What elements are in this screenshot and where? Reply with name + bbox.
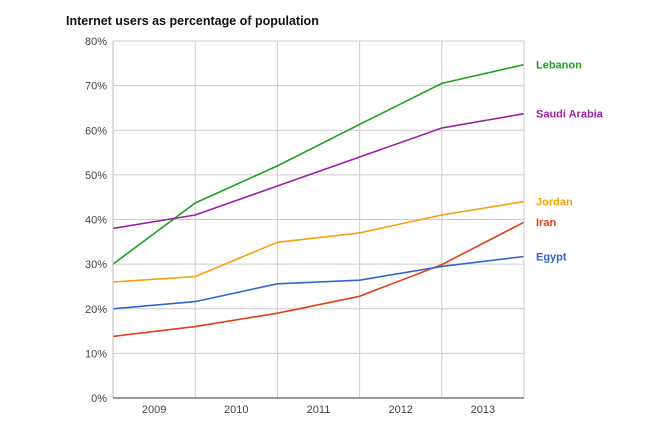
series-label: Lebanon	[536, 60, 582, 72]
x-tick-label: 2009	[142, 404, 166, 416]
x-tick-label: 2011	[307, 404, 331, 416]
y-tick-label: 10%	[85, 348, 107, 360]
x-tick-label: 2012	[388, 404, 412, 416]
y-tick-label: 20%	[85, 304, 107, 316]
y-tick-label: 80%	[85, 36, 107, 48]
series-line	[112, 63, 525, 265]
chart-title: Internet users as percentage of populati…	[66, 14, 319, 28]
series-line	[112, 112, 525, 230]
y-tick-label: 30%	[85, 259, 107, 271]
series-line	[112, 255, 525, 310]
y-tick-label: 50%	[85, 170, 107, 182]
y-tick-label: 60%	[85, 125, 107, 137]
series-label: Saudi Arabia	[536, 109, 604, 121]
series-label: Jordan	[536, 197, 573, 209]
y-tick-label: 0%	[91, 393, 107, 405]
series-line	[112, 200, 525, 283]
series-label: Egypt	[536, 252, 567, 264]
y-tick-label: 70%	[85, 81, 107, 93]
x-tick-label: 2010	[224, 404, 248, 416]
series-line	[112, 221, 525, 338]
series-label: Iran	[536, 217, 556, 229]
y-tick-label: 40%	[85, 215, 107, 227]
x-tick-label: 2013	[471, 404, 495, 416]
